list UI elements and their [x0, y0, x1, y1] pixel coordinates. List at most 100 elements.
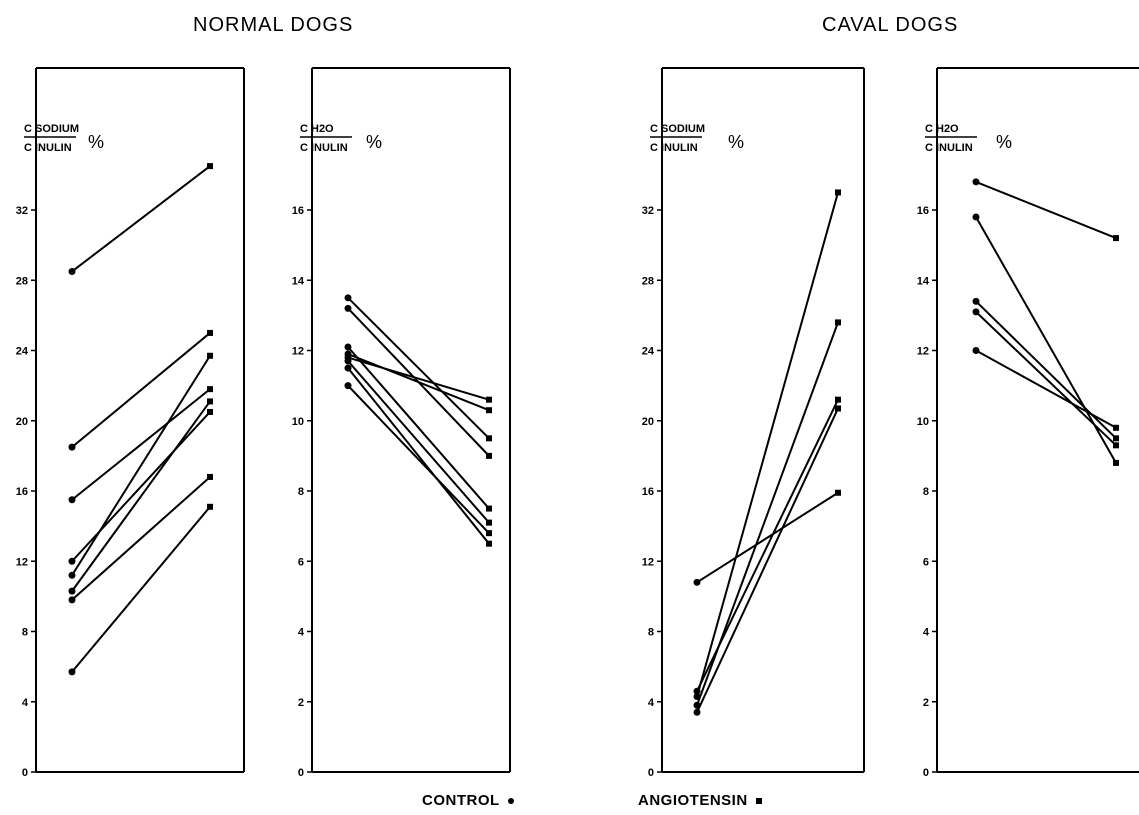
angiotensin-point — [835, 489, 841, 496]
angiotensin-point — [486, 505, 492, 512]
legend-angiotensin: ANGIOTENSIN — [638, 792, 762, 809]
angiotensin-point — [835, 396, 841, 403]
control-point — [68, 443, 76, 451]
control-point — [972, 178, 980, 186]
angiotensin-point — [486, 407, 492, 414]
series-line — [696, 491, 839, 584]
y-tick-label: 12 — [917, 346, 929, 358]
y-tick-label: 0 — [298, 767, 304, 779]
control-point — [68, 587, 76, 595]
y-tick-label: 8 — [22, 627, 28, 639]
angiotensin-point — [486, 435, 492, 442]
y-tick-label: 8 — [298, 486, 304, 498]
y-tick-label: 16 — [642, 486, 654, 498]
control-point — [68, 596, 76, 604]
series-line — [347, 346, 490, 510]
angiotensin-point — [207, 163, 213, 170]
control-point — [972, 213, 980, 221]
series-line — [347, 360, 490, 524]
ylabel-denominator: C INULIN — [24, 142, 72, 154]
ylabel-denominator: C INULIN — [650, 142, 698, 154]
series-line — [975, 300, 1117, 440]
control-point — [68, 267, 76, 275]
angiotensin-point — [207, 352, 213, 359]
angiotensin-point — [1113, 459, 1119, 466]
series-line — [71, 355, 211, 576]
angiotensin-point — [835, 405, 841, 412]
y-tick-label: 4 — [298, 627, 305, 639]
control-point — [693, 578, 701, 586]
angiotensin-point — [207, 329, 213, 336]
y-tick-label: 6 — [298, 556, 304, 568]
series-line — [347, 353, 490, 412]
y-tick-label: 28 — [16, 275, 28, 287]
y-tick-label: 14 — [292, 275, 305, 287]
legend-control-label: CONTROL — [422, 792, 500, 809]
y-tick-label: 24 — [16, 346, 29, 358]
control-point — [972, 308, 980, 316]
angiotensin-point — [835, 189, 841, 196]
angiotensin-point — [486, 540, 492, 547]
angiotensin-point — [207, 386, 213, 393]
y-tick-label: 24 — [642, 346, 655, 358]
ylabel-unit: % — [728, 132, 744, 152]
control-point — [344, 357, 352, 365]
angiotensin-point — [207, 398, 213, 405]
y-tick-label: 0 — [22, 767, 28, 779]
y-tick-label: 4 — [648, 697, 655, 709]
square-marker-icon — [755, 798, 762, 805]
y-tick-label: 20 — [642, 416, 654, 428]
control-point — [972, 297, 980, 305]
y-tick-label: 16 — [292, 205, 304, 217]
y-tick-label: 2 — [298, 697, 304, 709]
angiotensin-point — [1113, 442, 1119, 449]
control-point — [972, 347, 980, 354]
angiotensin-point — [835, 319, 841, 326]
series-line — [975, 180, 1117, 240]
angiotensin-point — [486, 396, 492, 403]
control-point — [344, 294, 352, 302]
y-tick-label: 0 — [923, 767, 929, 779]
normal-dogs-title: NORMAL DOGS — [193, 14, 354, 36]
y-tick-label: 12 — [16, 556, 28, 568]
y-tick-label: 14 — [917, 275, 930, 287]
angiotensin-point — [486, 452, 492, 459]
ylabel-unit: % — [996, 132, 1012, 152]
ylabel-numerator: C SODIUM — [24, 123, 79, 135]
series-line — [975, 349, 1117, 429]
y-tick-label: 12 — [292, 346, 304, 358]
series-line — [696, 408, 839, 713]
y-tick-label: 2 — [923, 697, 929, 709]
angiotensin-point — [1113, 424, 1119, 431]
control-point — [344, 343, 352, 351]
panel-caval-water: C H2O C INULIN % 0 2 4 6 8 10 12 14 16 — [917, 67, 1139, 779]
y-tick-label: 12 — [642, 556, 654, 568]
y-tick-label: 6 — [923, 556, 929, 568]
legend-angiotensin-label: ANGIOTENSIN — [638, 792, 748, 809]
series-line — [71, 332, 211, 448]
series-line — [347, 356, 490, 401]
y-tick-label: 28 — [642, 275, 654, 287]
control-point — [68, 668, 76, 676]
y-tick-label: 10 — [917, 416, 929, 428]
panel-normal-sodium: C SODIUM C INULIN % 0 4 8 12 16 20 24 28 32 — [16, 67, 245, 779]
angiotensin-point — [486, 530, 492, 537]
series-line — [71, 388, 211, 501]
ylabel-numerator: C H2O — [300, 123, 334, 135]
ylabel-denominator: C INULIN — [925, 142, 973, 154]
control-point — [68, 557, 76, 565]
panel-normal-water: C H2O C INULIN % 0 2 4 6 8 10 12 14 16 — [292, 67, 511, 779]
series-line — [347, 297, 490, 440]
control-point — [344, 382, 352, 390]
y-tick-label: 4 — [22, 697, 29, 709]
control-point — [68, 571, 76, 579]
series-line — [71, 506, 211, 673]
control-point — [344, 364, 352, 372]
angiotensin-point — [207, 473, 213, 480]
y-tick-label: 16 — [917, 205, 929, 217]
control-point — [68, 496, 76, 504]
series-line — [347, 384, 490, 534]
angiotensin-point — [1113, 235, 1119, 242]
series-line — [71, 400, 211, 592]
legend-control: CONTROL — [422, 792, 514, 809]
